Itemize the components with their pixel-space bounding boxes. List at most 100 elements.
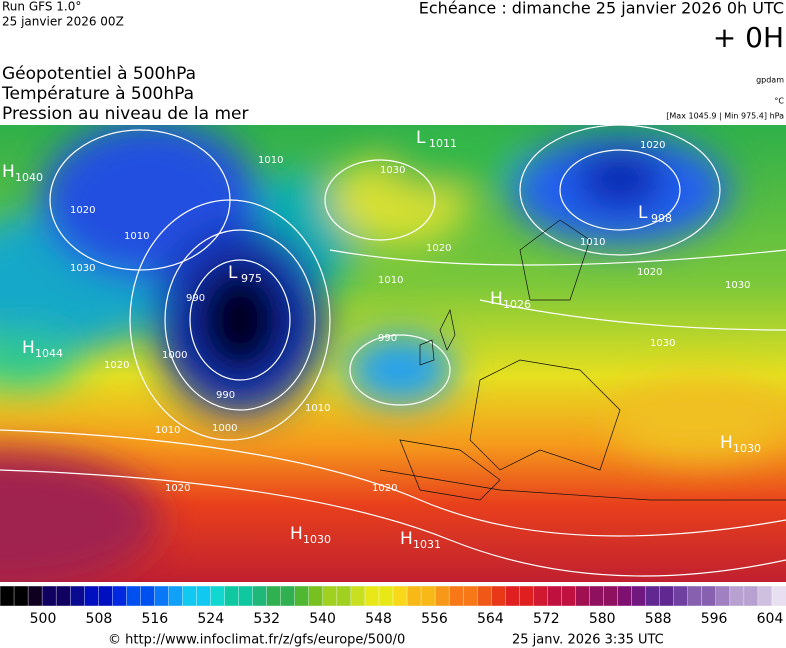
isobar-label: 1030 [725, 280, 750, 291]
scale-label: 580 [589, 611, 616, 627]
scale-cell [729, 585, 745, 607]
isobar-label: 1020 [70, 205, 95, 216]
scale-label: 508 [86, 611, 113, 627]
scale-cell [55, 585, 71, 607]
isobar-label: 1010 [258, 155, 283, 166]
scale-cell [561, 585, 577, 607]
center-type: H [290, 524, 303, 544]
scale-cell [98, 585, 113, 607]
scale-label: 524 [197, 611, 224, 627]
scale-cell [0, 585, 15, 607]
isobar-label: 1030 [380, 165, 405, 176]
scale-label: 540 [309, 611, 336, 627]
scale-label: 588 [645, 611, 672, 627]
scale-cell [69, 585, 85, 607]
scale-cell [196, 585, 212, 607]
scale-label: 532 [253, 611, 280, 627]
scale-cell [687, 585, 703, 607]
scale-cell [378, 585, 394, 607]
isobar-label: 1030 [70, 263, 95, 274]
isobar-label: 1010 [155, 425, 180, 436]
scale-cell [84, 585, 99, 607]
center-type: H [720, 433, 733, 453]
scale-cell [477, 585, 492, 607]
scale-cell [448, 585, 464, 607]
scale-cell [673, 585, 689, 607]
scale-label: 596 [701, 611, 728, 627]
scale-cell [701, 585, 717, 607]
unit-3: [Max 1045.9 | Min 975.4] hPa [666, 112, 784, 121]
scale-cell [420, 585, 436, 607]
center-value: 998 [651, 212, 672, 225]
center-type: H [490, 289, 503, 309]
run-label: Run GFS 1.0° [2, 0, 81, 14]
scale-cell [617, 585, 633, 607]
map-field [0, 125, 786, 582]
scale-label: 572 [533, 611, 560, 627]
scale-label: 516 [141, 611, 168, 627]
scale-cell [350, 585, 366, 607]
scale-cell [547, 585, 563, 607]
scale-label: 500 [30, 611, 57, 627]
isobars [0, 125, 786, 577]
scale-label: 556 [421, 611, 448, 627]
scale-cell [182, 585, 198, 607]
scale-cell [743, 585, 759, 607]
center-value: 1011 [429, 137, 457, 150]
isobar-label: 1000 [212, 423, 237, 434]
scale-cell [434, 585, 450, 607]
scale-cell [322, 585, 338, 607]
scale-cell [659, 585, 675, 607]
coastlines [379, 219, 786, 501]
isobar-label: 1000 [162, 350, 187, 361]
center-type: L [416, 128, 426, 148]
forecast-time: Echéance : dimanche 25 janvier 2026 0h U… [419, 0, 784, 18]
isobar-label: 1020 [372, 483, 397, 494]
scale-cell [631, 585, 647, 607]
isobar-label: 1020 [165, 483, 190, 494]
isobar-label: 1020 [637, 267, 662, 278]
scale-cell [603, 585, 619, 607]
isobar-label: 1020 [640, 140, 665, 151]
unit-1: gpdam [756, 76, 784, 85]
isobar-label: 1030 [650, 338, 675, 349]
isobar-label: 990 [186, 293, 205, 304]
scale-cell [280, 585, 296, 607]
scale-cell [41, 585, 57, 607]
center-type: H [400, 529, 413, 549]
center-type: H [2, 162, 15, 182]
scale-cell [336, 585, 352, 607]
unit-2: °C [774, 97, 784, 106]
source-url: © http://www.infoclimat.fr/z/gfs/europe/… [108, 633, 405, 648]
scale-label: 564 [477, 611, 504, 627]
isobar-label: 1010 [580, 237, 605, 248]
scale-cell [27, 585, 43, 607]
center-type: L [228, 263, 238, 283]
isobar-label: 990 [216, 390, 235, 401]
center-value: 1030 [733, 442, 761, 455]
isobar-label: 1010 [378, 275, 403, 286]
isobar-label: 1020 [104, 360, 129, 371]
center-value: 1040 [15, 171, 43, 184]
scale-cell [224, 585, 240, 607]
isobar-label: 990 [378, 333, 397, 344]
scale-cell [154, 585, 170, 607]
generated-time: 25 janv. 2026 3:35 UTC [512, 633, 664, 648]
scale-cell [294, 585, 310, 607]
scale-cell [519, 585, 535, 607]
scale-cell [112, 585, 128, 607]
center-value: 1044 [35, 347, 63, 360]
scale-cell [715, 585, 731, 607]
scale-cell [13, 585, 29, 607]
scale-cell [533, 585, 549, 607]
scale-label: 604 [757, 611, 784, 627]
isobar-label: 1010 [124, 231, 149, 242]
center-value: 1026 [503, 298, 531, 311]
layer-1: Géopotentiel à 500hPa [2, 64, 196, 84]
scale-cell [505, 585, 521, 607]
center-type: L [638, 203, 648, 223]
scale-cell [168, 585, 184, 607]
forecast-offset: + 0H [713, 21, 784, 54]
center-value: 1031 [413, 538, 441, 551]
